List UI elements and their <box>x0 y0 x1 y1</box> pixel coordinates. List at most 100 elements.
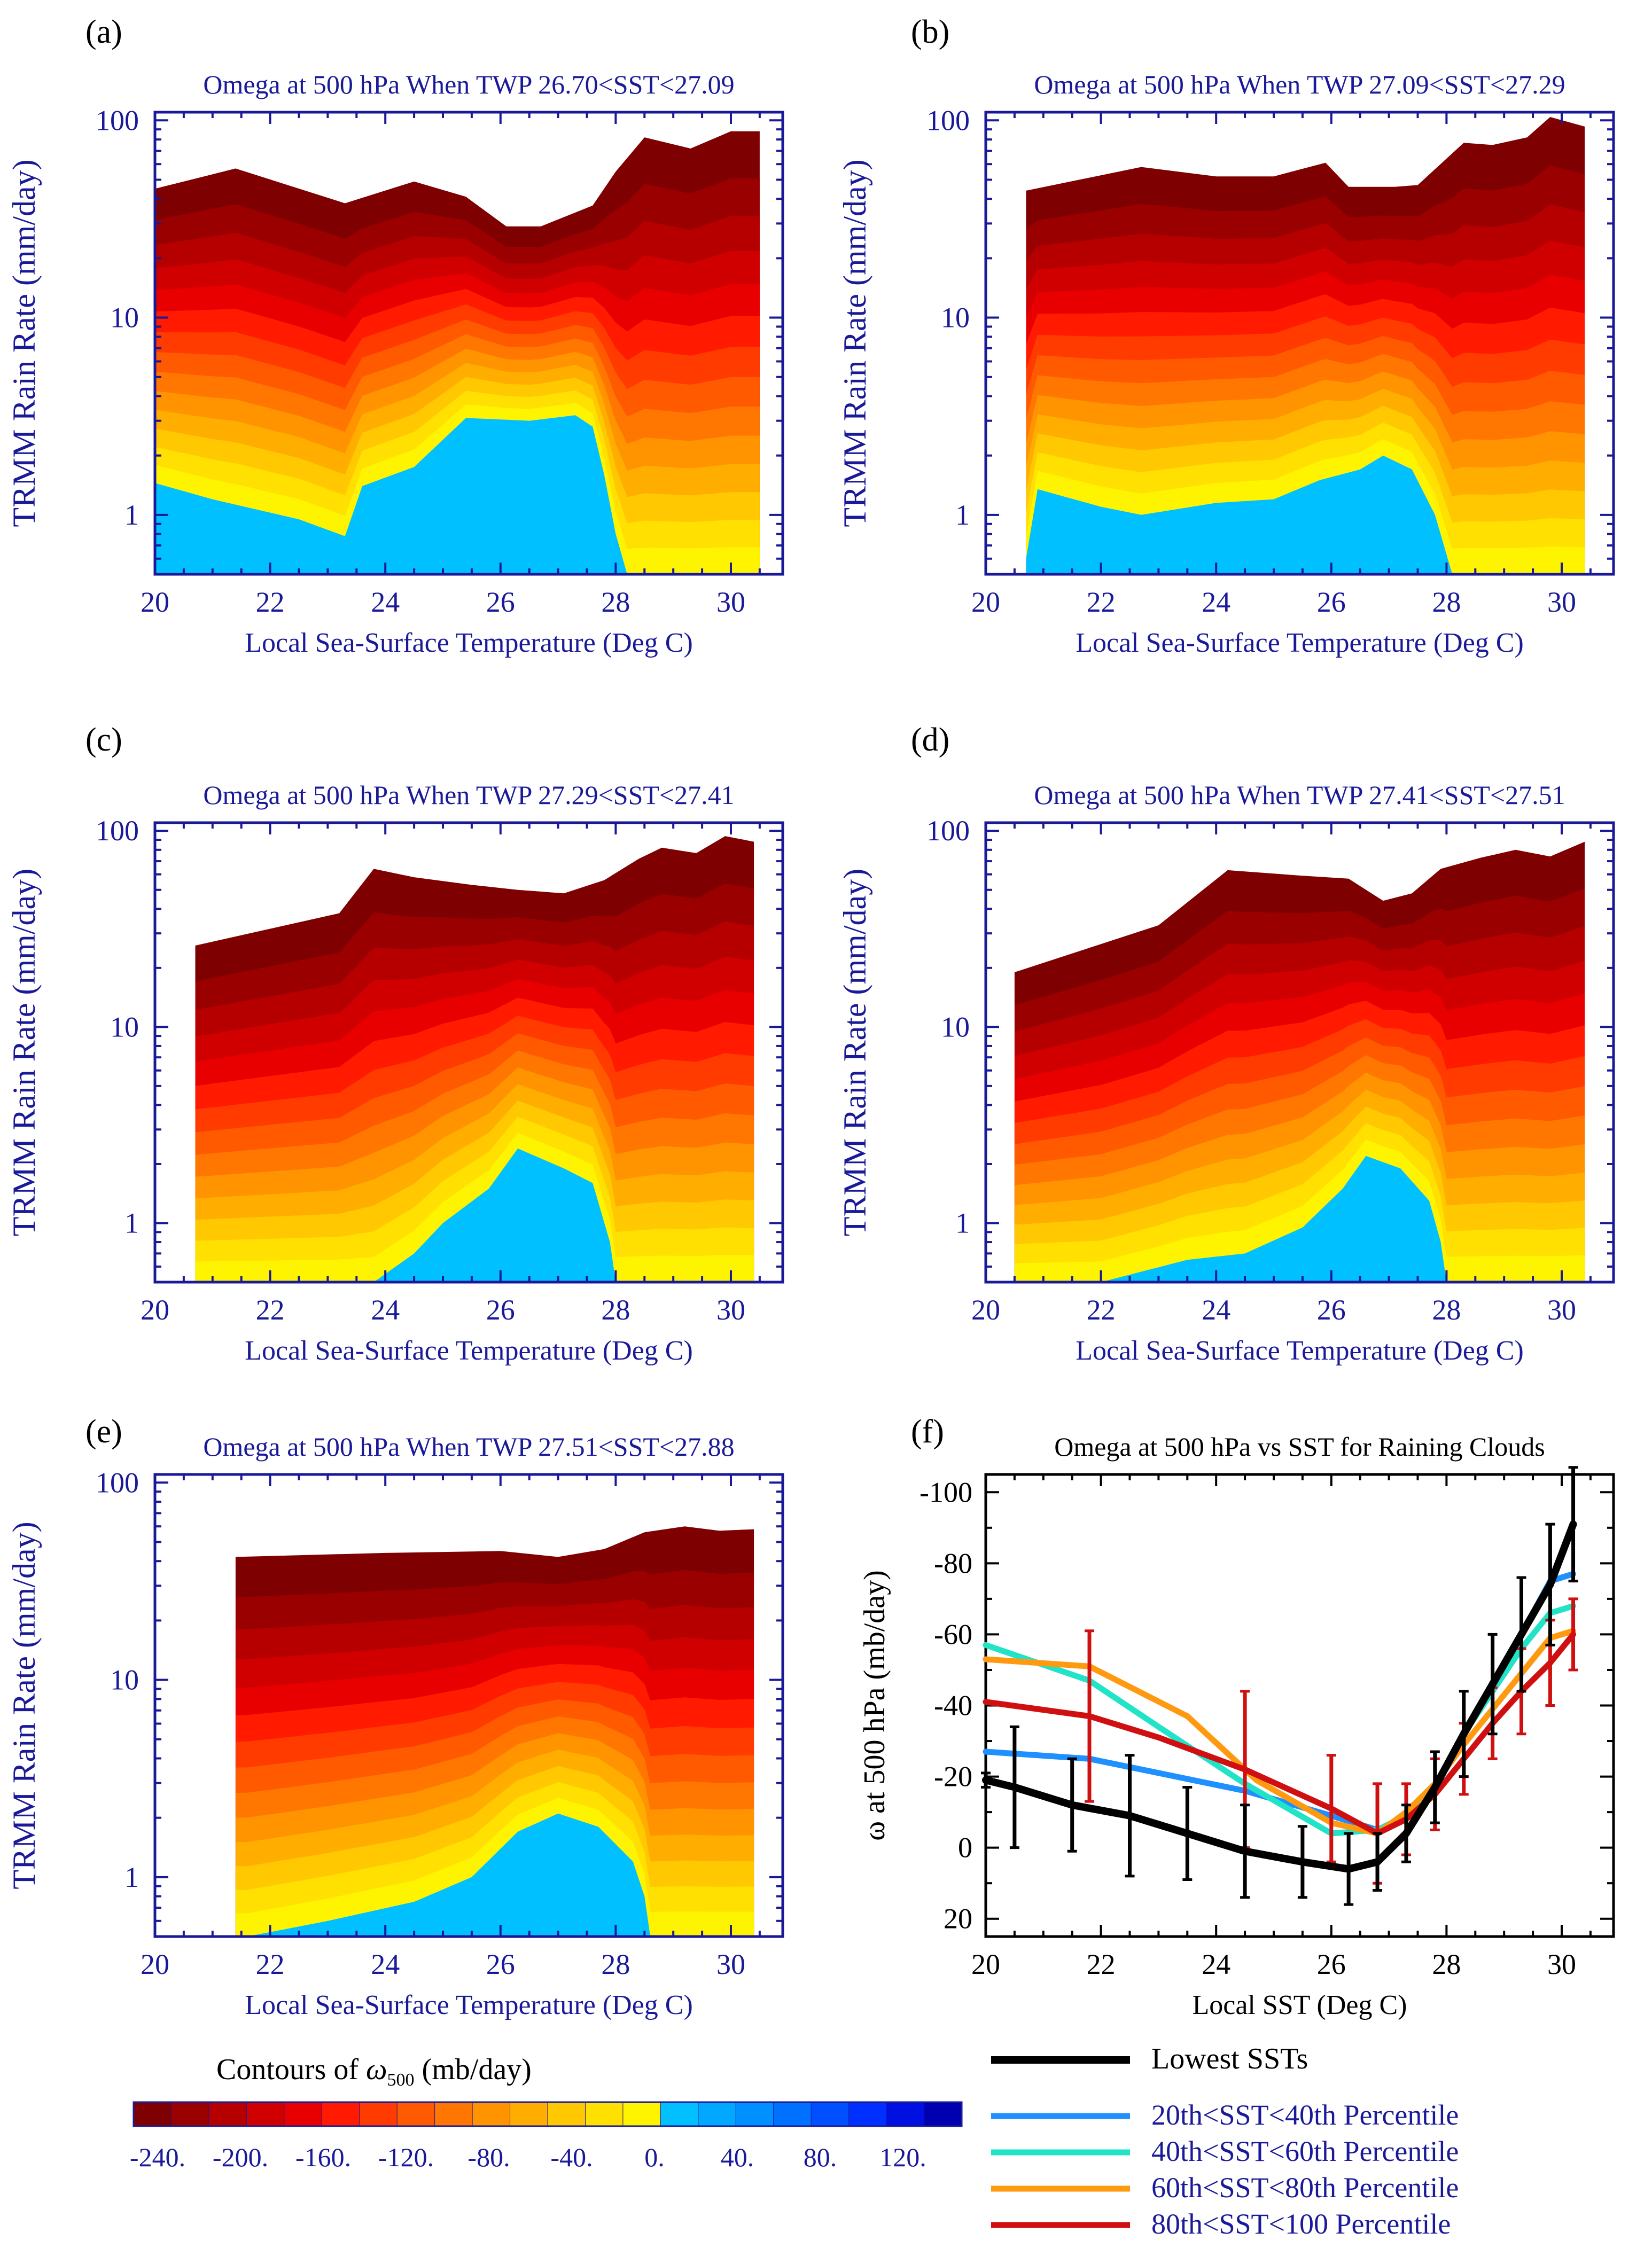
colorbar-swatch <box>246 2102 285 2127</box>
legend-label: 80th<SST<100 Percentile <box>1151 2208 1451 2240</box>
contour-fill-4 <box>235 1526 754 1937</box>
x-tick-label: 30 <box>1547 1948 1576 1980</box>
y-tick-label: 1 <box>124 499 139 531</box>
x-axis-label-2: Local Sea-Surface Temperature (Deg C) <box>245 1336 693 1366</box>
legend-label: 20th<SST<40th Percentile <box>1151 2099 1459 2131</box>
contour-fill-2 <box>195 836 754 1282</box>
x-tick-label: 22 <box>256 1294 285 1326</box>
band-blue <box>1101 1156 1447 1282</box>
y-tick-label: 100 <box>926 815 970 847</box>
x-tick-label: 22 <box>1087 1948 1116 1980</box>
x-tick-label: 28 <box>601 586 630 618</box>
y-tick-label: -80 <box>934 1547 972 1579</box>
y-tick-label: 10 <box>941 302 970 334</box>
x-tick-label: 30 <box>1547 586 1576 618</box>
colorbar-swatch <box>886 2102 925 2127</box>
legend-label: Lowest SSTs <box>1151 2042 1308 2075</box>
y-tick-label: -60 <box>934 1618 972 1650</box>
colorbar-swatch <box>585 2102 624 2127</box>
colorbar-swatch <box>472 2102 511 2127</box>
contour-panel-a: Omega at 500 hPa When TWP 26.70<SST<27.0… <box>6 69 784 658</box>
chart-title-2: Omega at 500 hPa When TWP 27.29<SST<27.4… <box>203 780 734 810</box>
y-axis-label-1: TRMM Rain Rate (mm/day) <box>837 159 872 527</box>
band-13 <box>1014 1139 1585 1282</box>
x-tick-label: 20 <box>971 1294 1000 1326</box>
x-axis-label-0: Local Sea-Surface Temperature (Deg C) <box>245 628 693 658</box>
band-blue <box>1026 455 1453 574</box>
x-tick-label: 24 <box>1202 1948 1230 1980</box>
x-tick-label: 20 <box>971 1948 1000 1980</box>
colorbar-title-symbol: ω <box>366 2053 387 2086</box>
chart-title-1: Omega at 500 hPa When TWP 27.09<SST<27.2… <box>1034 69 1565 99</box>
y-axis-label-3: TRMM Rain Rate (mm/day) <box>837 869 872 1236</box>
contour-panel-d: Omega at 500 hPa When TWP 27.41<SST<27.5… <box>837 780 1615 1366</box>
x-axis-label-4: Local Sea-Surface Temperature (Deg C) <box>245 1990 693 2020</box>
x-tick-label: 22 <box>256 586 285 618</box>
series-0 <box>981 1466 1578 1906</box>
y-tick-label: 0 <box>958 1832 972 1864</box>
colorbar-swatch <box>396 2102 435 2127</box>
chart-title-5: Omega at 500 hPa vs SST for Raining Clou… <box>1054 1432 1545 1462</box>
colorbar-swatch <box>434 2102 473 2127</box>
y-tick-label: 10 <box>110 1011 139 1043</box>
panel-label-d: (d) <box>911 722 949 758</box>
x-tick-label: 20 <box>141 1294 169 1326</box>
x-tick-label: 24 <box>371 1948 400 1980</box>
x-tick-label: 24 <box>1202 586 1230 618</box>
band-blue <box>373 1148 616 1282</box>
x-tick-label: 26 <box>1317 1294 1346 1326</box>
contour-fill-3 <box>1014 841 1585 1282</box>
colorbar-swatch <box>208 2102 247 2127</box>
x-tick-label: 28 <box>601 1948 630 1980</box>
colorbar-tick-label: -40. <box>550 2142 593 2172</box>
colorbar-swatch <box>359 2102 398 2127</box>
x-tick-label: 22 <box>1087 586 1116 618</box>
y-tick-label: 1 <box>955 499 970 531</box>
colorbar-swatch <box>924 2102 962 2127</box>
y-tick-label: 20 <box>944 1903 972 1935</box>
y-tick-label: 10 <box>110 1664 139 1696</box>
legend-item: 40th<SST<60th Percentile <box>991 2135 1459 2167</box>
legend-item: Lowest SSTs <box>991 2042 1308 2075</box>
colorbar-tick-label: 40. <box>721 2142 754 2172</box>
contour-fill-1 <box>1026 117 1585 574</box>
plot-frame-2 <box>153 821 784 1284</box>
y-axis-label-0: TRMM Rain Rate (mm/day) <box>6 159 42 527</box>
x-tick-label: 28 <box>1432 1294 1461 1326</box>
y-tick-label: 100 <box>96 104 139 136</box>
y-tick-label: 100 <box>926 104 970 136</box>
x-tick-label: 26 <box>1317 586 1346 618</box>
legend-label: 60th<SST<80th Percentile <box>1151 2172 1459 2204</box>
x-tick-label: 30 <box>1547 1294 1576 1326</box>
chart-title-3: Omega at 500 hPa When TWP 27.41<SST<27.5… <box>1034 780 1565 810</box>
plot-frame-4 <box>153 1473 784 1938</box>
x-tick-label: 26 <box>486 586 515 618</box>
legend-item: 80th<SST<100 Percentile <box>991 2208 1451 2240</box>
colorbar-swatch <box>848 2102 887 2127</box>
x-tick-label: 24 <box>371 586 400 618</box>
x-tick-label: 20 <box>141 586 169 618</box>
chart-title-0: Omega at 500 hPa When TWP 26.70<SST<27.0… <box>203 69 734 99</box>
colorbar-swatch <box>622 2102 661 2127</box>
x-tick-label: 22 <box>256 1948 285 1980</box>
chart-title-4: Omega at 500 hPa When TWP 27.51<SST<27.8… <box>203 1432 734 1462</box>
colorbar-tick-label: -80. <box>467 2142 510 2172</box>
band-blue <box>155 415 627 574</box>
colorbar-tick-label: -160. <box>295 2142 351 2172</box>
y-tick-label: 10 <box>941 1011 970 1043</box>
contour-panel-e: Omega at 500 hPa When TWP 27.51<SST<27.8… <box>6 1432 784 2020</box>
x-tick-label: 28 <box>601 1294 630 1326</box>
panel-label-a: (a) <box>85 14 122 50</box>
plot-frame-5 <box>984 1473 1615 1938</box>
colorbar-title-unit: (mb/day) <box>415 2053 532 2086</box>
y-tick-label: -20 <box>934 1761 972 1793</box>
legend: Lowest SSTs 20th<SST<40th Percentile 40th<… <box>991 2042 1459 2240</box>
x-tick-label: 24 <box>371 1294 400 1326</box>
series-4 <box>983 1597 1578 1885</box>
colorbar-frame <box>133 2101 963 2127</box>
legend-item: 60th<SST<80th Percentile <box>991 2172 1459 2204</box>
colorbar-swatch <box>284 2102 323 2127</box>
panel-label-c: (c) <box>85 722 122 758</box>
colorbar: Contours of ω500 (mb/day) -240. -200. -160… <box>130 2053 963 2172</box>
